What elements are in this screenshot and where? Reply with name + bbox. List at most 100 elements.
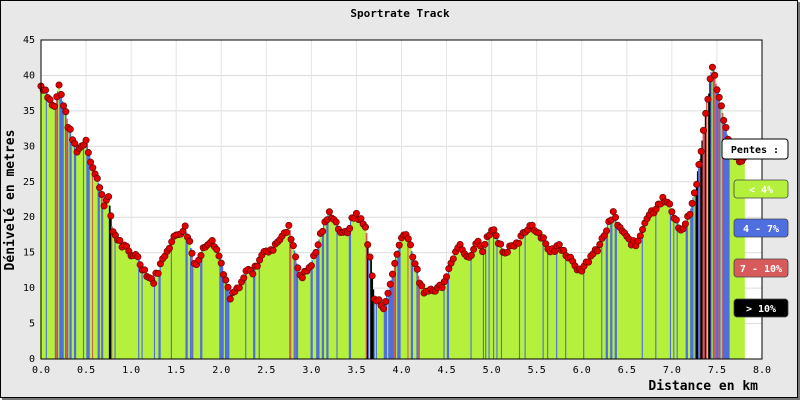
slope-bar	[460, 244, 463, 359]
slope-bar	[97, 182, 100, 359]
elevation-marker	[314, 241, 322, 249]
slope-bar	[263, 251, 265, 359]
slope-bar	[399, 242, 402, 359]
slope-bar	[639, 235, 642, 359]
slope-bar	[711, 67, 714, 360]
slope-bar	[327, 212, 330, 359]
elevation-marker	[105, 193, 113, 201]
elevation-marker	[388, 270, 396, 278]
slope-bar	[658, 202, 661, 359]
elevation-marker	[100, 202, 108, 210]
elevation-marker	[715, 93, 723, 101]
slope-bar	[374, 296, 377, 359]
elevation-marker	[269, 246, 277, 254]
slope-bar	[160, 260, 163, 359]
elevation-marker	[283, 228, 291, 236]
slope-bar	[597, 248, 600, 359]
slope-bar	[636, 244, 638, 359]
slope-bar	[224, 279, 227, 359]
slope-bar	[120, 246, 122, 359]
slope-bar	[584, 263, 586, 359]
slope-bar	[540, 238, 543, 359]
slope-bar	[516, 244, 519, 359]
elevation-marker	[307, 262, 315, 270]
slope-bar	[217, 252, 219, 359]
legend-item-label: 4 - 7%	[743, 224, 779, 235]
slope-bar	[46, 97, 49, 359]
slope-bar	[165, 248, 167, 359]
slope-bar	[219, 258, 221, 359]
slope-bar	[365, 233, 368, 359]
slope-bar	[730, 149, 733, 359]
slope-bar	[233, 291, 236, 359]
slope-bar	[236, 288, 238, 359]
slope-bar	[656, 203, 659, 359]
slope-bar	[610, 220, 612, 359]
elevation-marker	[364, 241, 372, 249]
slope-bar	[264, 252, 267, 359]
slope-bar	[220, 263, 223, 359]
elevation-marker	[449, 255, 457, 263]
slope-bar	[735, 157, 737, 359]
slope-bar	[655, 209, 657, 359]
legend-swatch	[733, 258, 789, 278]
elevation-marker	[418, 282, 426, 290]
slope-bar	[205, 244, 208, 359]
elevation-marker	[497, 240, 505, 248]
slope-bar	[207, 239, 210, 359]
slope-bar	[389, 284, 392, 359]
slope-bar	[435, 285, 438, 359]
elevation-marker	[375, 296, 383, 304]
slope-bar	[107, 196, 110, 359]
x-axis-label: Distance en km	[648, 379, 758, 394]
elevation-marker	[666, 200, 674, 208]
slope-bar	[680, 230, 682, 359]
slope-bar	[138, 260, 140, 359]
elevation-marker	[717, 102, 725, 110]
slope-bar	[338, 229, 341, 359]
slope-bar	[262, 257, 264, 359]
slope-bar	[713, 75, 716, 359]
slope-bar	[431, 293, 433, 359]
slope-bar	[334, 217, 336, 359]
slope-bar	[692, 197, 695, 359]
slope-bar	[588, 258, 591, 359]
slope-bar	[601, 238, 603, 359]
slope-bar	[283, 232, 286, 359]
slope-bar	[85, 140, 87, 359]
slope-bar	[204, 247, 207, 359]
slope-bar	[517, 243, 520, 359]
elevation-marker	[594, 247, 602, 255]
y-tick-label: 0	[29, 354, 35, 365]
slope-bar	[407, 238, 410, 359]
slope-bar	[317, 244, 319, 359]
legend-swatch	[733, 179, 789, 199]
slope-bar	[630, 244, 633, 359]
elevation-marker	[188, 249, 196, 257]
slope-bar	[117, 241, 120, 359]
elevation-marker	[686, 210, 694, 218]
elevation-marker	[596, 240, 604, 248]
slope-bar	[734, 156, 736, 359]
elevation-marker	[84, 149, 92, 157]
elevation-marker	[66, 125, 74, 133]
x-axis-ticks: 0.0 0.5 1.0 1.5 2.0 2.5 3.0 3.5 4.0 4.5 5.0 5.5 6.0 6…	[32, 365, 771, 376]
slope-bar	[413, 261, 415, 359]
slope-bar	[553, 251, 556, 359]
slope-bar	[360, 218, 362, 359]
slope-bar	[397, 250, 399, 359]
legend-swatch	[733, 218, 789, 238]
legend-title-box	[721, 138, 789, 160]
slope-bar	[547, 249, 549, 359]
slope-bar	[362, 224, 365, 359]
slope-bar	[109, 215, 112, 359]
slope-bar	[151, 280, 154, 359]
y-tick-label: 40	[23, 70, 35, 81]
slope-bar	[691, 203, 694, 359]
elevation-marker	[711, 71, 719, 79]
slope-bar	[315, 252, 317, 359]
slope-bar	[512, 251, 514, 359]
slope-bar	[61, 101, 64, 359]
slope-bar	[213, 246, 216, 359]
slope-bar	[385, 293, 388, 359]
